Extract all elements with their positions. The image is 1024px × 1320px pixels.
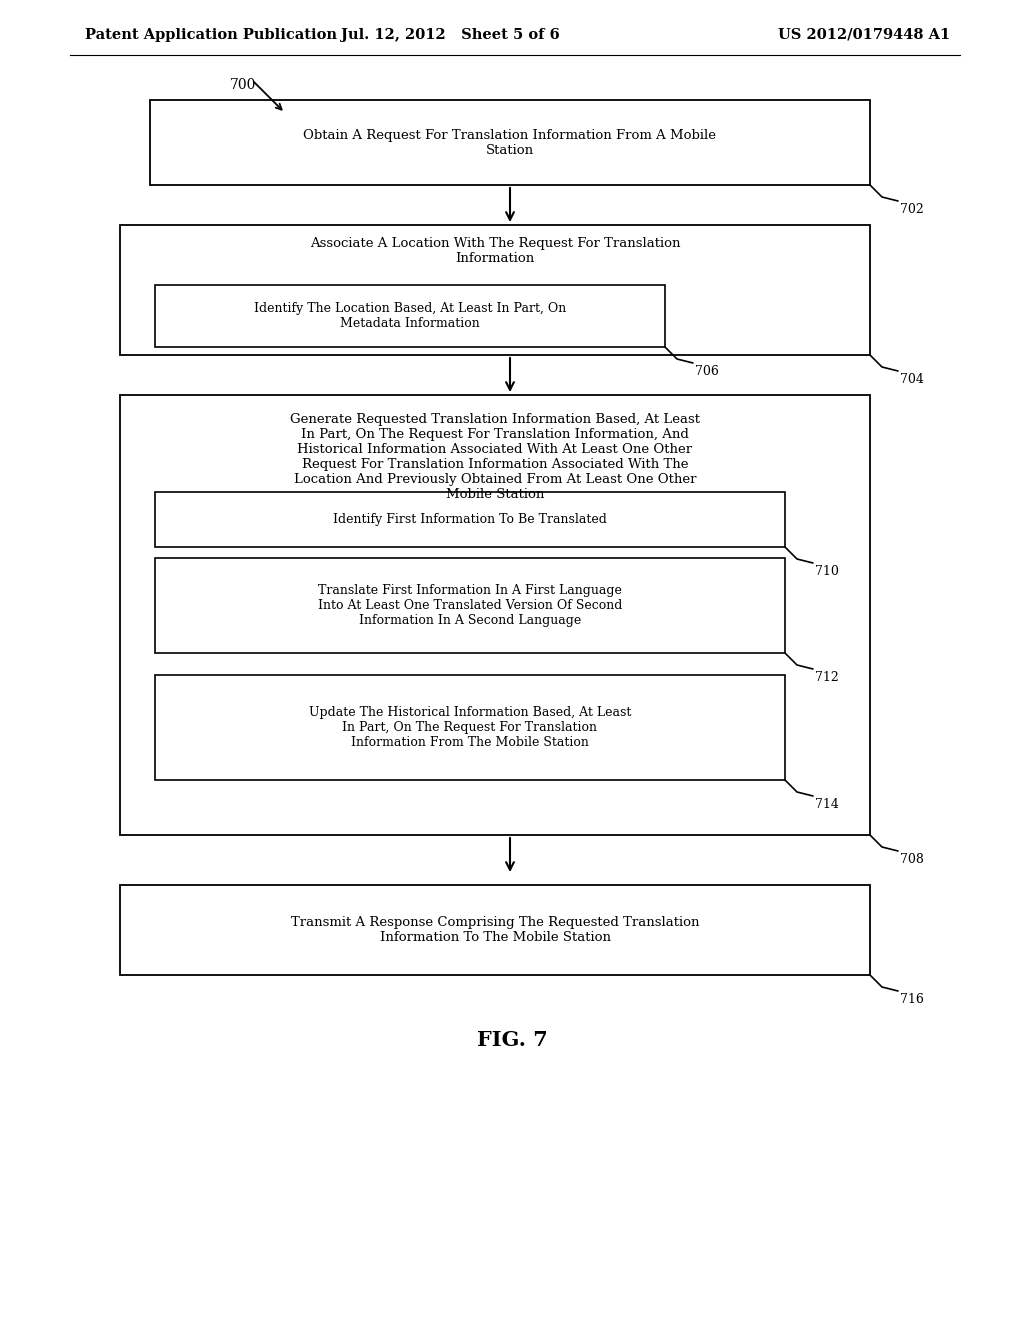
Bar [120, 395, 870, 836]
Text: 706: 706 [695, 366, 719, 378]
Text: Identify The Location Based, At Least In Part, On
Metadata Information: Identify The Location Based, At Least In… [254, 302, 566, 330]
Text: 714: 714 [815, 799, 839, 810]
Bar [120, 224, 870, 355]
Text: 704: 704 [900, 374, 924, 385]
Bar [155, 285, 665, 347]
Text: 700: 700 [230, 78, 256, 92]
Text: Associate A Location With The Request For Translation
Information: Associate A Location With The Request Fo… [309, 238, 680, 265]
Text: US 2012/0179448 A1: US 2012/0179448 A1 [778, 28, 950, 42]
Text: 708: 708 [900, 853, 924, 866]
Text: 712: 712 [815, 671, 839, 684]
Text: Jul. 12, 2012   Sheet 5 of 6: Jul. 12, 2012 Sheet 5 of 6 [341, 28, 559, 42]
Text: 702: 702 [900, 203, 924, 216]
Text: Update The Historical Information Based, At Least
In Part, On The Request For Tr: Update The Historical Information Based,… [309, 706, 631, 748]
Text: Translate First Information In A First Language
Into At Least One Translated Ver: Translate First Information In A First L… [317, 583, 623, 627]
Text: Transmit A Response Comprising The Requested Translation
Information To The Mobi: Transmit A Response Comprising The Reque… [291, 916, 699, 944]
Text: Generate Requested Translation Information Based, At Least
In Part, On The Reque: Generate Requested Translation Informati… [290, 413, 700, 502]
Bar [120, 884, 870, 975]
Bar [150, 100, 870, 185]
Text: Patent Application Publication: Patent Application Publication [85, 28, 337, 42]
Text: Obtain A Request For Translation Information From A Mobile
Station: Obtain A Request For Translation Informa… [303, 128, 717, 157]
Bar [155, 675, 785, 780]
Text: Identify First Information To Be Translated: Identify First Information To Be Transla… [333, 513, 607, 525]
Text: FIG. 7: FIG. 7 [476, 1030, 548, 1049]
Text: 716: 716 [900, 993, 924, 1006]
Text: 710: 710 [815, 565, 839, 578]
Bar [155, 492, 785, 546]
Bar [155, 558, 785, 653]
